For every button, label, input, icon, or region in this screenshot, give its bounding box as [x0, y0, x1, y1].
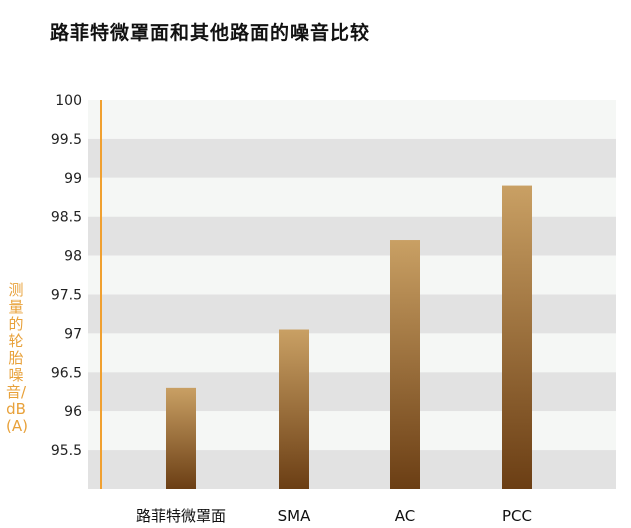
y-axis-label: 测量的轮胎噪音/dB (A) — [6, 281, 28, 435]
x-category-label: AC — [395, 507, 415, 525]
bar — [390, 240, 420, 489]
y-tick-label: 96.5 — [51, 365, 82, 381]
bar — [166, 387, 196, 489]
y-tick-label: 95.5 — [51, 443, 82, 459]
grid-band — [88, 177, 616, 217]
y-tick-label: 99.5 — [51, 132, 82, 148]
y-tick-label: 100 — [55, 93, 82, 109]
y-tick-labels: 95.5 96 96.5 97 97.5 98 98.5 99 99.5 100 — [51, 93, 82, 459]
x-category-labels: 路菲特微罩面 SMA AC PCC — [136, 507, 532, 525]
grid-band — [88, 216, 616, 256]
y-tick-label: 98.5 — [51, 210, 82, 226]
grid-band — [88, 138, 616, 178]
y-tick-label: 99 — [64, 171, 82, 187]
y-tick-label: 96 — [64, 404, 82, 420]
x-category-label: 路菲特微罩面 — [136, 507, 226, 525]
y-tick-label: 98 — [64, 249, 82, 265]
grid-band — [88, 294, 616, 334]
y-tick-label: 97.5 — [51, 288, 82, 304]
grid-band — [88, 333, 616, 373]
bars — [166, 185, 532, 489]
bar — [502, 185, 532, 489]
x-category-label: PCC — [502, 507, 532, 525]
chart-title: 路菲特微罩面和其他路面的噪音比较 — [50, 22, 371, 44]
y-tick-label: 97 — [64, 326, 82, 342]
grid-band — [88, 100, 616, 139]
grid-band — [88, 255, 616, 295]
x-category-label: SMA — [278, 507, 311, 525]
bar — [279, 329, 309, 489]
